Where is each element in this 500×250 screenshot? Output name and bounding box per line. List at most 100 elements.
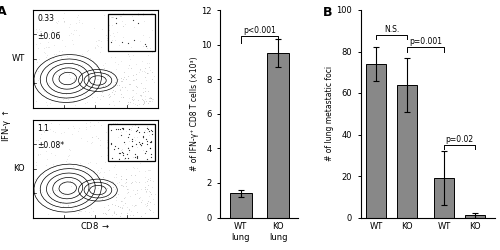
Point bbox=[141, 75, 149, 79]
Point bbox=[108, 31, 116, 35]
Point bbox=[41, 52, 49, 56]
Point bbox=[108, 90, 116, 94]
Point bbox=[134, 124, 142, 128]
Point bbox=[150, 202, 158, 206]
Point bbox=[144, 207, 152, 211]
Point bbox=[130, 38, 138, 42]
Point bbox=[106, 185, 114, 189]
Point bbox=[108, 179, 116, 183]
Point bbox=[146, 200, 154, 204]
Point bbox=[74, 14, 82, 18]
Point bbox=[96, 38, 104, 42]
Point bbox=[142, 44, 150, 48]
Point bbox=[117, 134, 125, 138]
Point bbox=[141, 128, 149, 132]
Point bbox=[50, 52, 58, 56]
Point bbox=[124, 102, 132, 106]
Point bbox=[125, 150, 133, 154]
Point bbox=[36, 29, 44, 33]
Point bbox=[110, 34, 118, 38]
Point bbox=[144, 96, 152, 100]
Point bbox=[116, 14, 124, 18]
Point bbox=[47, 198, 55, 202]
Point bbox=[134, 140, 142, 144]
Point bbox=[74, 198, 82, 202]
Point bbox=[112, 212, 120, 216]
Point bbox=[76, 160, 84, 164]
Point bbox=[128, 98, 136, 102]
Point bbox=[103, 138, 111, 142]
Point bbox=[98, 93, 106, 97]
Point bbox=[145, 65, 153, 69]
Point bbox=[118, 79, 126, 83]
Point bbox=[104, 208, 112, 212]
Point bbox=[108, 15, 116, 19]
Point bbox=[98, 194, 106, 198]
Point bbox=[145, 190, 153, 194]
Point bbox=[106, 33, 114, 37]
Point bbox=[148, 96, 156, 100]
Point bbox=[138, 59, 146, 63]
Point bbox=[140, 100, 148, 104]
Point bbox=[148, 179, 156, 183]
Point bbox=[49, 130, 57, 134]
Point bbox=[34, 69, 42, 73]
Point bbox=[59, 200, 67, 204]
Point bbox=[48, 190, 56, 194]
Point bbox=[116, 214, 124, 218]
Point bbox=[141, 176, 149, 180]
Point bbox=[94, 78, 102, 82]
Point bbox=[104, 148, 112, 152]
Point bbox=[46, 58, 54, 62]
Point bbox=[104, 168, 112, 172]
Point bbox=[45, 81, 53, 85]
Point bbox=[64, 96, 72, 100]
Point bbox=[121, 22, 129, 26]
Point bbox=[107, 188, 115, 192]
Point bbox=[131, 155, 139, 159]
Point bbox=[148, 99, 156, 103]
Point bbox=[55, 122, 63, 126]
Point bbox=[138, 68, 146, 72]
Point bbox=[134, 169, 142, 173]
Point bbox=[78, 20, 86, 24]
Point bbox=[128, 144, 136, 148]
Point bbox=[137, 81, 145, 85]
Point bbox=[124, 146, 132, 150]
Point bbox=[109, 98, 117, 102]
Point bbox=[112, 16, 120, 20]
Point bbox=[142, 137, 150, 141]
Point bbox=[146, 208, 154, 212]
Point bbox=[96, 50, 104, 54]
Point bbox=[48, 204, 56, 208]
Point bbox=[36, 16, 44, 20]
Point bbox=[129, 166, 137, 170]
Point bbox=[120, 184, 128, 188]
Point bbox=[111, 144, 119, 148]
Point bbox=[137, 187, 145, 191]
Point bbox=[143, 156, 151, 160]
Point bbox=[112, 184, 120, 188]
Bar bbox=[108, 124, 154, 161]
Point bbox=[128, 203, 136, 207]
Point bbox=[35, 57, 43, 61]
Point bbox=[118, 205, 126, 209]
Point bbox=[138, 97, 146, 101]
Point bbox=[116, 87, 124, 91]
Point bbox=[140, 66, 148, 70]
Point bbox=[140, 33, 147, 37]
Point bbox=[118, 206, 126, 210]
Point bbox=[36, 29, 44, 33]
Point bbox=[117, 183, 125, 187]
Point bbox=[102, 33, 110, 37]
Point bbox=[100, 83, 108, 87]
Point bbox=[128, 95, 136, 99]
Point bbox=[132, 142, 140, 146]
Point bbox=[103, 180, 111, 184]
Point bbox=[53, 22, 61, 26]
Point bbox=[36, 136, 44, 140]
Point bbox=[122, 129, 130, 133]
Point bbox=[119, 126, 127, 130]
Point bbox=[106, 180, 114, 184]
Point bbox=[117, 177, 125, 181]
